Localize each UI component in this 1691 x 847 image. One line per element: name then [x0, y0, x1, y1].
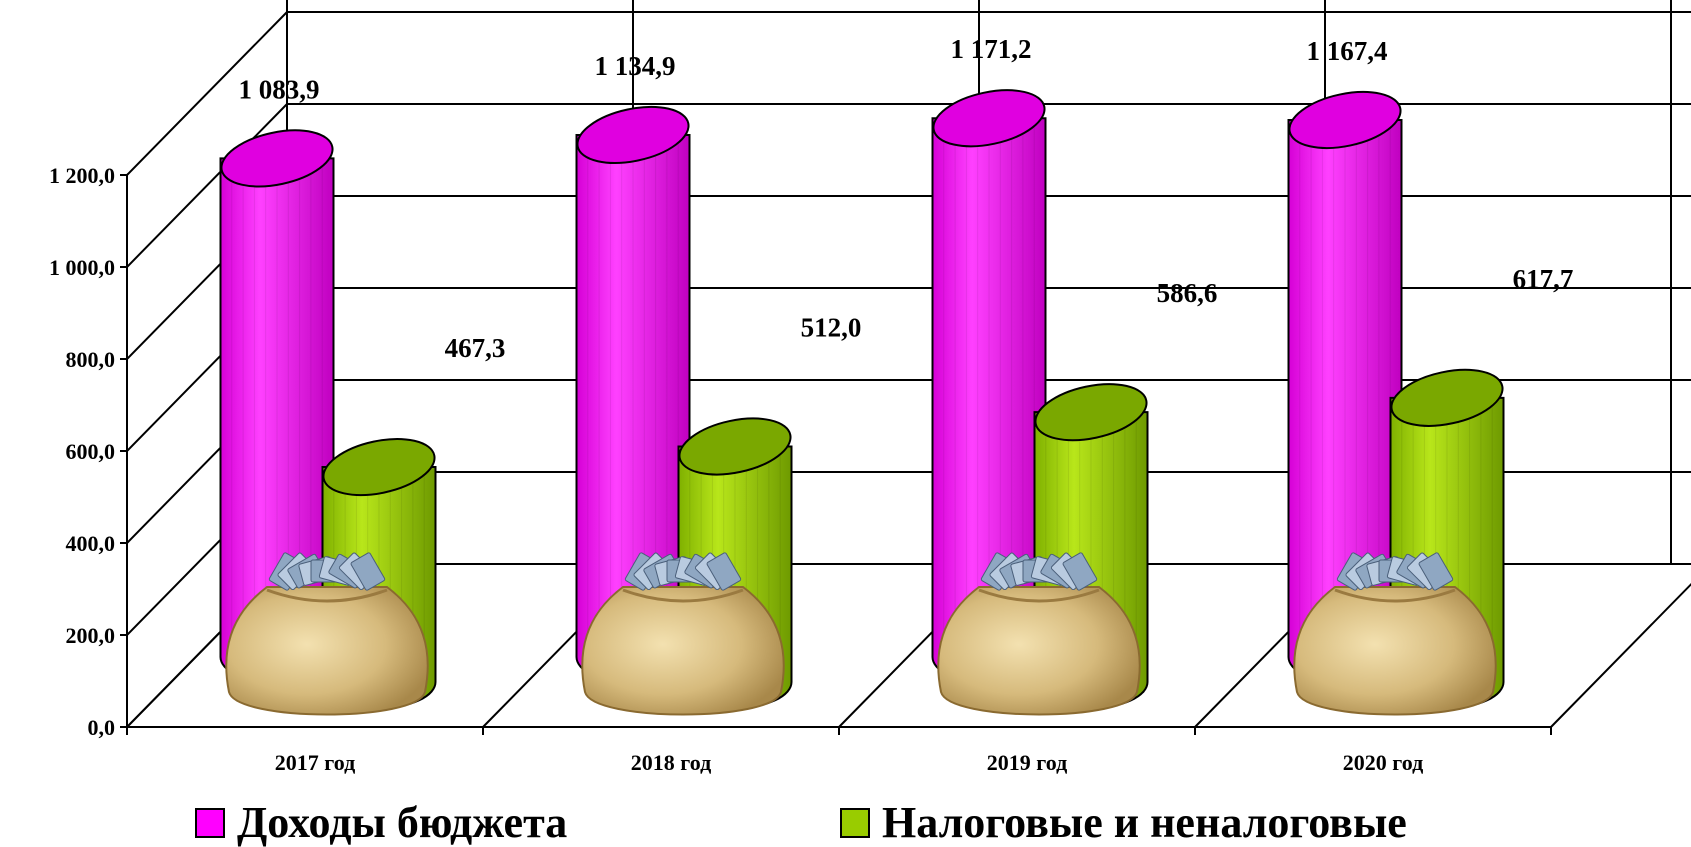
money-bag-sack: [225, 586, 429, 716]
bar-top: [932, 89, 1046, 148]
legend: Доходы бюджета Налоговые и неналоговые: [0, 800, 1691, 845]
bars: [219, 89, 1505, 716]
labels: 1 083,9 467,3 1 134,9 512,0 1 171,2 586,6 1 16…: [239, 34, 1574, 363]
gridline-side: [126, 11, 288, 176]
legend-label-tax-revenue: Налоговые и неналоговые: [882, 798, 1407, 847]
bar-top: [220, 129, 334, 188]
money-bag-sack: [581, 586, 785, 716]
data-label-budget-revenue: 1 083,9: [239, 74, 320, 104]
data-label-tax-revenue: 467,3: [445, 333, 506, 363]
money-bag-icon: [937, 552, 1141, 716]
legend-swatch-tax-revenue: [840, 807, 870, 838]
bar-top: [576, 105, 690, 164]
bar-top: [1288, 90, 1402, 150]
y-tick-label: 400,0: [66, 531, 116, 556]
x-tick-label: 2017 год: [275, 750, 355, 775]
money-bag-sack: [1293, 586, 1497, 716]
data-label-tax-revenue: 512,0: [801, 312, 862, 342]
money-bag-tie: [1334, 588, 1456, 603]
money-bag-icon: [581, 552, 785, 716]
y-tick-label: 0,0: [88, 715, 116, 740]
y-tick-label: 600,0: [66, 439, 116, 464]
bar-top: [322, 438, 436, 497]
money-bag-tie: [266, 588, 388, 603]
data-label-budget-revenue: 1 171,2: [951, 34, 1032, 64]
gridline-side: [126, 103, 288, 268]
money-bag-tie: [622, 588, 744, 603]
bar-budget-revenue: [1287, 90, 1403, 684]
money-bag-icon: [1293, 552, 1497, 716]
y-tick-label: 200,0: [66, 623, 116, 648]
y-tick-label: 1 200,0: [49, 163, 115, 188]
axes: 0,0 200,0 400,0 600,0 800,0 1 000,0 1 200,0 201…: [49, 163, 1552, 775]
data-label-tax-revenue: 617,7: [1513, 264, 1574, 294]
y-tick-label: 1 000,0: [49, 255, 115, 280]
data-label-budget-revenue: 1 167,4: [1307, 36, 1388, 66]
bar-top: [1034, 383, 1148, 442]
legend-item-budget-revenue: Доходы бюджета: [195, 800, 567, 845]
legend-item-tax-revenue: Налоговые и неналоговые: [840, 800, 1407, 845]
bar-top: [678, 417, 792, 476]
legend-swatch-budget-revenue: [195, 807, 225, 838]
banknote-icon: [350, 552, 386, 591]
x-tick-label: 2018 год: [631, 750, 711, 775]
money-bag-tie: [978, 588, 1100, 603]
banknote-icon: [1062, 552, 1098, 591]
chart: 0,0 200,0 400,0 600,0 800,0 1 000,0 1 200,0 201…: [49, 0, 1691, 775]
banknote-icon: [1418, 552, 1454, 591]
x-tick-label: 2019 год: [987, 750, 1067, 775]
data-label-budget-revenue: 1 134,9: [595, 51, 676, 81]
x-tick-label: 2020 год: [1343, 750, 1423, 775]
legend-label-budget-revenue: Доходы бюджета: [237, 798, 568, 847]
banknote-icon: [706, 552, 742, 591]
bar-top: [1390, 368, 1504, 427]
money-bag-icon: [225, 552, 429, 716]
data-label-tax-revenue: 586,6: [1157, 278, 1218, 308]
y-tick-label: 800,0: [66, 347, 116, 372]
money-bag-sack: [937, 586, 1141, 716]
gridline-floor: [1550, 582, 1691, 728]
